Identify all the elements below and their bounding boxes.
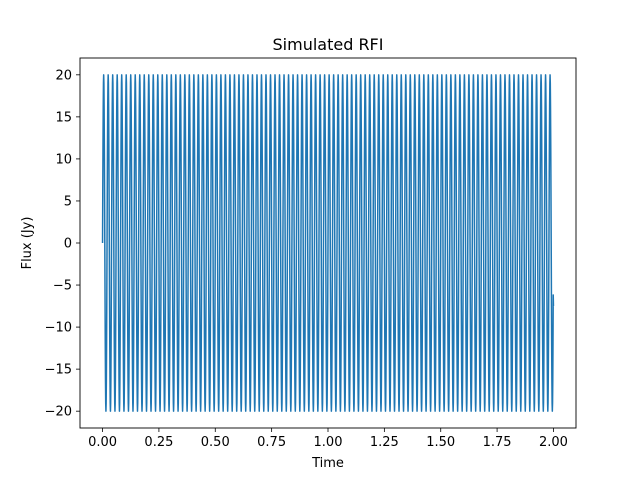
y-tick-label: 5 bbox=[64, 194, 72, 209]
x-tick-label: 0.25 bbox=[144, 435, 173, 450]
y-tick-label: 15 bbox=[55, 110, 72, 125]
y-tick-label: 0 bbox=[64, 237, 72, 252]
y-tick-label: −10 bbox=[45, 321, 72, 336]
chart-title: Simulated RFI bbox=[273, 35, 384, 54]
x-tick-label: 0.75 bbox=[257, 435, 286, 450]
x-tick-label: 1.50 bbox=[426, 435, 455, 450]
x-tick-label: 1.25 bbox=[370, 435, 399, 450]
x-tick-label: 0.50 bbox=[201, 435, 230, 450]
x-tick-label: 1.75 bbox=[483, 435, 512, 450]
y-tick-label: −5 bbox=[53, 279, 72, 294]
x-tick-label: 2.00 bbox=[539, 435, 568, 450]
y-tick-label: 10 bbox=[55, 152, 72, 167]
y-tick-label: −20 bbox=[45, 405, 72, 420]
y-axis-label: Flux (Jy) bbox=[20, 217, 35, 270]
y-tick-label: −15 bbox=[45, 363, 72, 378]
flux-series-line bbox=[101, 74, 555, 412]
y-tick-label: 20 bbox=[55, 68, 72, 83]
x-axis-label: Time bbox=[311, 456, 344, 471]
x-tick-label: 1.00 bbox=[314, 435, 343, 450]
x-tick-label: 0.00 bbox=[88, 435, 117, 450]
